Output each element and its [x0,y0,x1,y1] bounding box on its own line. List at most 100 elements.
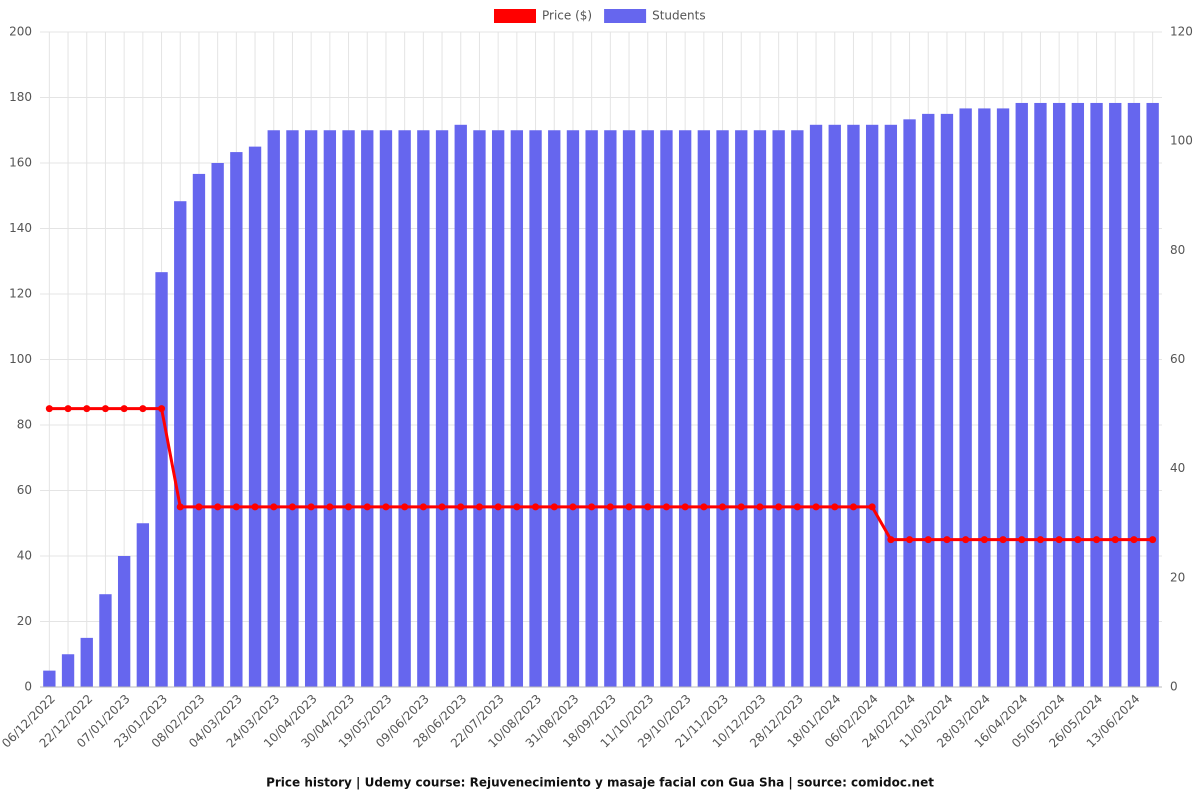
price-point [288,503,296,511]
price-point [532,503,540,511]
price-point [606,503,614,511]
price-point [270,503,278,511]
bar [248,146,262,687]
bar [791,130,804,687]
bar [1127,102,1141,688]
price-point [681,503,689,511]
bar [174,201,187,688]
price-point [999,536,1007,544]
price-point [887,536,895,544]
price-point [775,503,783,511]
bar [996,108,1010,687]
price-point [438,503,446,511]
y-tick-label: 60 [17,483,32,497]
bar [772,130,785,687]
legend-swatch [494,9,536,23]
price-point [906,536,914,544]
price-point [251,503,259,511]
price-point [644,503,652,511]
bar [922,113,935,687]
price-point [214,503,222,511]
bar [267,130,280,687]
price-point [793,503,801,511]
bar [192,173,206,687]
bar [361,130,374,687]
bar [604,130,617,687]
price-point [737,503,745,511]
y2-tick-label: 60 [1170,352,1185,366]
bar [43,670,56,687]
price-point [1149,536,1157,544]
price-point [475,503,483,511]
bar [1090,102,1103,688]
bar [809,124,823,687]
bar [286,130,299,687]
bar [660,130,673,687]
y-tick-label: 140 [9,221,32,235]
bar [155,272,168,687]
price-point [625,503,633,511]
price-point [345,503,353,511]
y-tick-label: 200 [9,25,32,39]
price-point [569,503,577,511]
bar [940,113,954,687]
legend-swatch [604,9,647,23]
y-tick-label: 40 [17,549,32,563]
bar [473,130,486,687]
bar [80,637,93,687]
bar [566,130,580,687]
y-tick-label: 100 [9,352,32,366]
price-point [1130,536,1138,544]
price-point [700,503,708,511]
bar [379,130,393,687]
bar [865,124,879,687]
price-point [831,503,839,511]
price-point [457,503,465,511]
bar [678,130,692,687]
price-point [326,503,334,511]
price-point [382,503,390,511]
price-point [924,536,932,544]
price-point [232,503,240,511]
y-tick-label: 20 [17,614,32,628]
bar [622,130,636,687]
bar [398,130,411,687]
price-point [401,503,409,511]
price-point [158,405,166,413]
bar [1015,102,1028,688]
legend-label: Students [652,9,706,23]
price-point [120,405,128,413]
price-point [363,503,371,511]
bar [323,130,337,687]
price-point [64,405,72,413]
price-point [980,536,988,544]
price-point [588,503,596,511]
bar [1071,102,1085,688]
price-point [849,503,857,511]
bar [1034,102,1047,688]
legend-label: Price ($) [542,9,592,23]
bar [230,152,243,688]
bar [491,130,505,687]
bar [753,130,767,687]
bar [342,130,355,687]
bar [1109,102,1122,688]
price-point [101,405,109,413]
price-point [1093,536,1101,544]
y2-tick-label: 20 [1170,570,1185,584]
y-tick-label: 120 [9,287,32,301]
price-point [719,503,727,511]
bar [585,130,598,687]
price-point [83,405,91,413]
price-point [1074,536,1082,544]
price-point [419,503,427,511]
y2-tick-label: 0 [1170,680,1178,694]
price-point [868,503,876,511]
bar [641,130,654,687]
bar [1146,102,1159,688]
y2-tick-label: 40 [1170,461,1185,475]
bar [1052,102,1066,688]
bar [61,654,75,687]
price-point [962,536,970,544]
